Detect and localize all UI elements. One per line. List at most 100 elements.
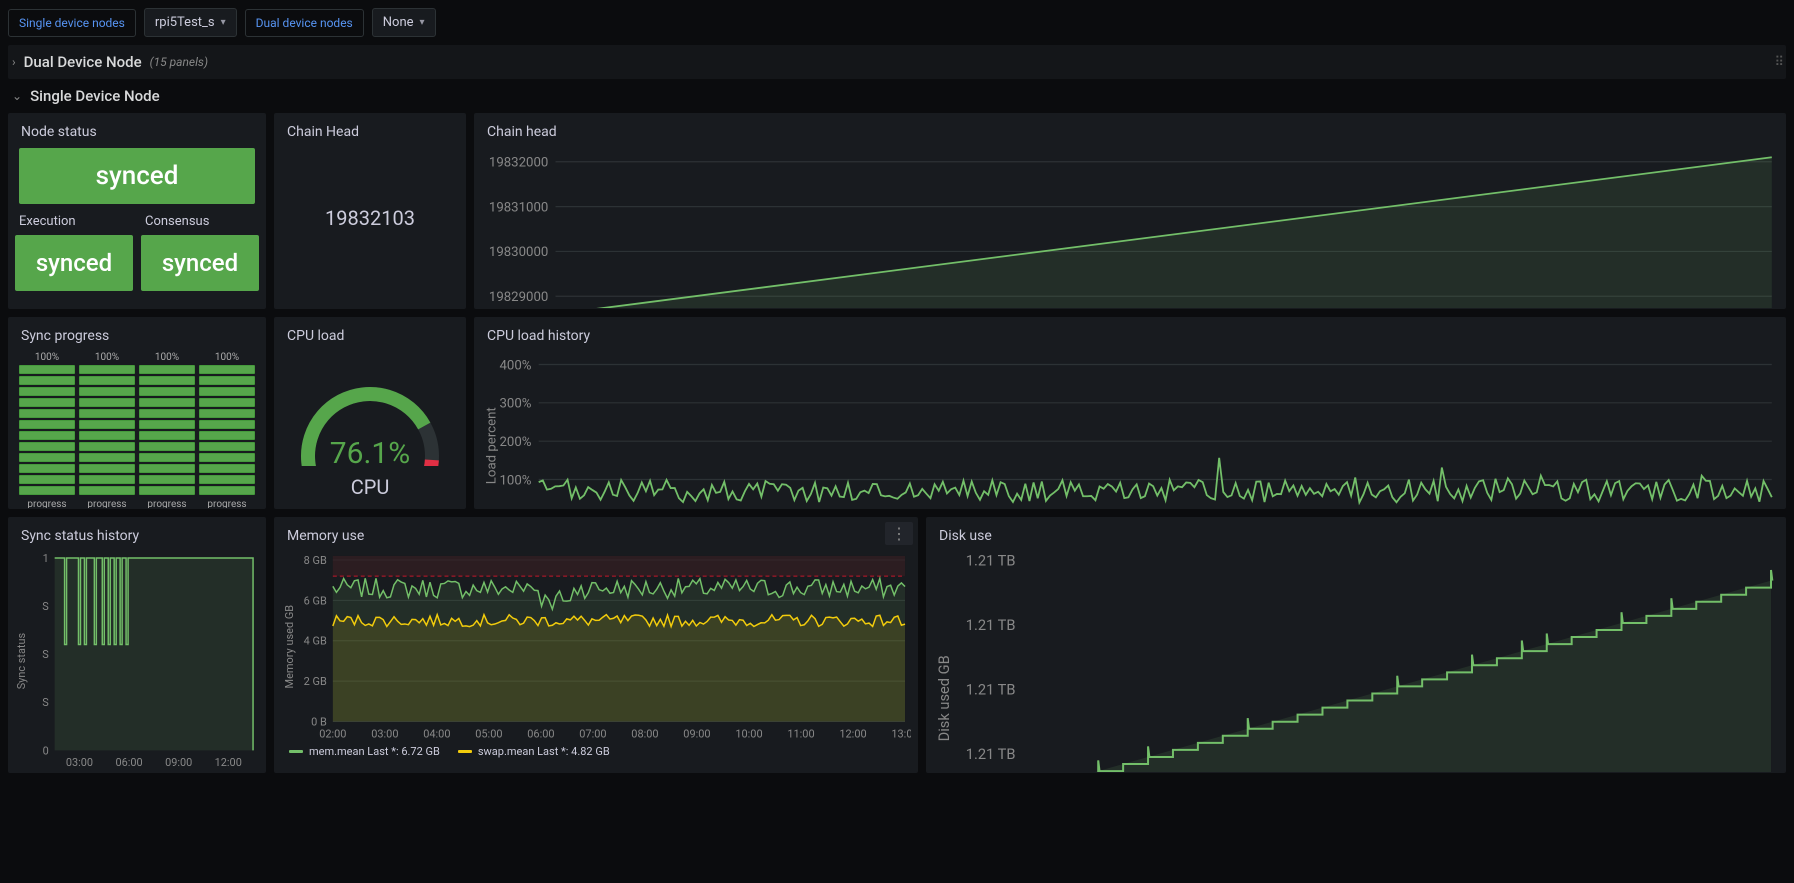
row-dual-meta: (15 panels): [150, 55, 208, 69]
cpu-gauge-value: 76.1%: [330, 436, 410, 471]
svg-text:04:00: 04:00: [423, 727, 450, 740]
svg-text:10:00: 10:00: [735, 727, 762, 740]
var-single-device-label[interactable]: Single device nodes: [8, 9, 136, 37]
drag-handle-icon[interactable]: ⠿: [1774, 55, 1782, 70]
row-single-device-header[interactable]: ⌄ Single Device Node: [8, 79, 1786, 113]
svg-text:02:00: 02:00: [319, 727, 346, 740]
execution-value: synced: [15, 235, 133, 291]
legend-swap-label: swap.mean Last *: 4.82 GB: [478, 745, 610, 758]
var-dual-device-value: None: [383, 15, 414, 30]
execution-title: Execution: [15, 212, 133, 235]
panel-cpu-history[interactable]: CPU load history 0%100%200%300%400%01:30…: [474, 317, 1786, 509]
panel-title: Chain Head: [281, 120, 459, 148]
chevron-down-icon: ▾: [221, 17, 226, 28]
svg-text:07:00: 07:00: [579, 727, 606, 740]
svg-text:200%: 200%: [499, 435, 531, 450]
svg-text:09:00: 09:00: [165, 756, 192, 769]
svg-text:S: S: [42, 648, 49, 661]
svg-text:19829000: 19829000: [489, 290, 548, 305]
cpu-gauge-label: CPU: [351, 475, 390, 499]
memory-legend: mem.mean Last *: 6.72 GB swap.mean Last …: [281, 741, 911, 762]
svg-text:08:00: 08:00: [631, 727, 658, 740]
chain-head-chart: 1982900019830000198310001983200001:3002:…: [481, 148, 1779, 309]
svg-text:Disk used GB: Disk used GB: [935, 655, 953, 741]
svg-text:400%: 400%: [499, 358, 531, 373]
legend-mem[interactable]: mem.mean Last *: 6.72 GB: [289, 745, 440, 758]
variable-toolbar: Single device nodes rpi5Test_s ▾ Dual de…: [8, 8, 1786, 37]
legend-swap[interactable]: swap.mean Last *: 4.82 GB: [458, 745, 610, 758]
svg-text:05:00: 05:00: [475, 727, 502, 740]
panel-memory-use[interactable]: ⋮ Memory use 0 B2 GB4 GB6 GB8 GB02:0003:…: [274, 517, 918, 773]
svg-text:09:00: 09:00: [683, 727, 710, 740]
svg-text:12:00: 12:00: [839, 727, 866, 740]
svg-text:03:00: 03:00: [66, 756, 93, 769]
svg-text:1.21 TB: 1.21 TB: [966, 745, 1016, 763]
panel-node-status[interactable]: Node status synced Execution synced Cons…: [8, 113, 266, 309]
svg-text:1.21 TB: 1.21 TB: [966, 680, 1016, 698]
panel-disk-use[interactable]: Disk use 1.21 TB1.21 TB1.21 TB1.21 TB1.2…: [926, 517, 1786, 773]
svg-text:06:00: 06:00: [527, 727, 554, 740]
svg-text:03:00: 03:00: [371, 727, 398, 740]
disk-chart: 1.21 TB1.21 TB1.21 TB1.21 TB1.21 TB02:00…: [933, 552, 1779, 773]
execution-sub-panel: Execution synced: [15, 212, 133, 291]
legend-swatch-swap: [458, 750, 472, 753]
svg-text:1: 1: [43, 552, 49, 565]
svg-text:6 GB: 6 GB: [304, 594, 327, 607]
svg-text:06:00: 06:00: [115, 756, 142, 769]
memory-chart: 0 B2 GB4 GB6 GB8 GB02:0003:0004:0005:000…: [281, 552, 911, 741]
svg-text:300%: 300%: [499, 397, 531, 412]
consensus-value: synced: [141, 235, 259, 291]
var-single-device-value: rpi5Test_s: [155, 15, 215, 30]
svg-text:4 GB: 4 GB: [304, 635, 327, 648]
node-status-value: synced: [19, 148, 255, 204]
row-single-title: Single Device Node: [30, 87, 160, 105]
svg-text:19831000: 19831000: [489, 200, 548, 215]
chain-head-value: 19832103: [281, 148, 459, 230]
svg-text:19832000: 19832000: [489, 156, 548, 171]
consensus-title: Consensus: [141, 212, 259, 235]
panel-chain-head-chart[interactable]: Chain head 19829000 19830000 19831000 19832…: [474, 113, 1786, 309]
panel-title: Sync progress: [15, 324, 259, 352]
row-dual-device-header[interactable]: › Dual Device Node (15 panels) ⠿: [8, 45, 1786, 79]
chevron-down-icon: ⌄: [12, 89, 22, 103]
panel-sync-history[interactable]: Sync status history 0 S S S 1 03:00 06:00 09:00…: [8, 517, 266, 773]
consensus-sub-panel: Consensus synced: [141, 212, 259, 291]
panel-title: CPU load: [281, 324, 459, 352]
svg-text:S: S: [42, 600, 49, 613]
var-dual-device-select[interactable]: None ▾: [372, 8, 436, 37]
svg-text:Load percent: Load percent: [484, 407, 499, 484]
var-dual-device-label[interactable]: Dual device nodes: [245, 9, 364, 37]
svg-text:2 GB: 2 GB: [304, 675, 327, 688]
svg-text:13:00: 13:00: [891, 727, 911, 740]
sync-progress-grid: 100%100%100%100%progressprogressprogress…: [15, 352, 259, 509]
svg-text:1.21 TB: 1.21 TB: [966, 552, 1016, 569]
legend-swatch-mem: [289, 750, 303, 753]
panel-sync-progress[interactable]: Sync progress 100%100%100%100%progresspr…: [8, 317, 266, 509]
svg-text:100%: 100%: [499, 473, 531, 488]
svg-text:8 GB: 8 GB: [304, 554, 327, 567]
var-single-device-select[interactable]: rpi5Test_s ▾: [144, 8, 237, 37]
svg-text:11:00: 11:00: [787, 727, 814, 740]
panel-title: Sync status history: [15, 524, 259, 552]
panel-title: Disk use: [933, 524, 1779, 552]
panel-title: Chain head: [481, 120, 1779, 148]
panel-chain-head-stat[interactable]: Chain Head 19832103: [274, 113, 466, 309]
panel-title: Node status: [15, 120, 259, 148]
legend-mem-label: mem.mean Last *: 6.72 GB: [309, 745, 440, 758]
sync-history-chart: 0 S S S 1 03:00 06:00 09:00 12:00 Sync status: [15, 552, 259, 770]
svg-text:1.21 TB: 1.21 TB: [966, 616, 1016, 634]
panel-menu-icon[interactable]: ⋮: [885, 522, 913, 545]
svg-text:S: S: [42, 696, 49, 709]
svg-text:Memory used GB: Memory used GB: [283, 605, 296, 689]
panel-cpu-gauge[interactable]: CPU load 76.1% CPU: [274, 317, 466, 509]
cpu-history-chart: 0%100%200%300%400%01:3002:0002:3003:0003…: [481, 352, 1779, 509]
panel-title: Memory use: [281, 524, 911, 552]
svg-text:Sync status: Sync status: [15, 633, 28, 690]
panel-title: CPU load history: [481, 324, 1779, 352]
svg-text:0: 0: [43, 744, 49, 757]
svg-text:19830000: 19830000: [489, 245, 548, 260]
chevron-right-icon: ›: [12, 55, 16, 69]
chevron-down-icon: ▾: [420, 17, 425, 28]
svg-text:12:00: 12:00: [215, 756, 242, 769]
row-dual-title: Dual Device Node: [24, 53, 142, 71]
